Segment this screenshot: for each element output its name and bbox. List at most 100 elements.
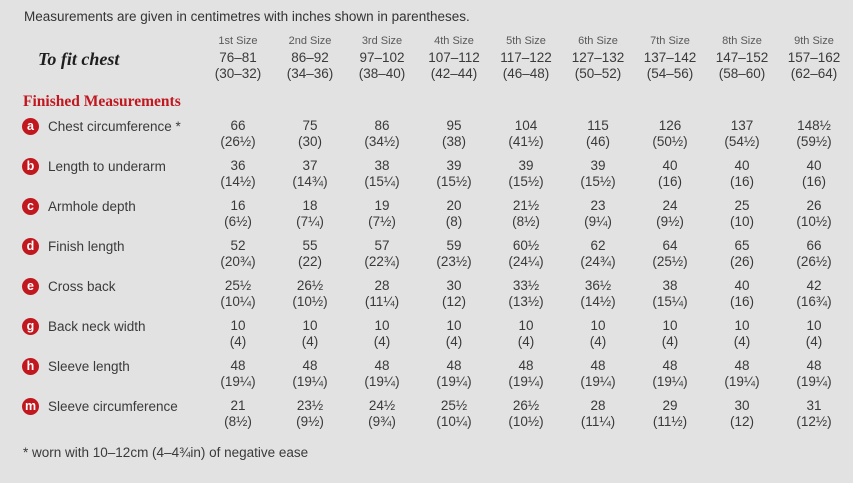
measurement-cell: 60½ (24¼) [490, 238, 562, 270]
value-inches: (13½) [508, 294, 544, 309]
value-inches: (26½) [220, 134, 256, 149]
measurement-cell: 31 (12½) [778, 398, 850, 430]
value-inches: (8½) [512, 214, 540, 229]
value-inches: (58–60) [718, 66, 766, 81]
value-inches: (16) [729, 294, 754, 309]
value-cm: 48 [590, 358, 606, 373]
value-cm: 57 [374, 238, 390, 253]
value-inches: (9½) [656, 214, 684, 229]
row-label: Sleeve circumference [48, 399, 178, 414]
value-cm: 52 [230, 238, 246, 253]
measurement-cell: 48 (19¼) [418, 358, 490, 390]
value-cm: 48 [662, 358, 678, 373]
measurement-rows: a Chest circumference * 66 (26½) 75 (30) 86(… [22, 118, 853, 430]
measurement-cell: 26 (10½) [778, 198, 850, 230]
value-inches: (19¼) [220, 374, 256, 389]
measurement-cell: 19 (7½) [346, 198, 418, 230]
value-inches: (15½) [436, 174, 472, 189]
measurement-cell: 48 (19¼) [634, 358, 706, 390]
value-cm: 40 [734, 278, 750, 293]
value-cm: 38 [374, 158, 390, 173]
row-label-cell: c Armhole depth [22, 198, 202, 215]
value-inches: (10¼) [220, 294, 256, 309]
value-cm: 40 [806, 158, 822, 173]
value-cm: 26 [806, 198, 822, 213]
size-chart-page: Measurements are given in centimetres wi… [22, 9, 853, 460]
intro-text: Measurements are given in centimetres wi… [24, 9, 470, 24]
value-cm: 20 [446, 198, 462, 213]
value-cm: 18 [302, 198, 318, 213]
value-cm: 10 [662, 318, 678, 333]
value-cm: 157–162 [787, 50, 841, 65]
value-cm: 48 [302, 358, 318, 373]
measurement-cell: 29 (11½) [634, 398, 706, 430]
measurement-cell: 107–112 (42–44) [418, 50, 490, 82]
value-inches: (4) [733, 334, 751, 349]
measurement-cell: 157–162 (62–64) [778, 50, 850, 82]
value-inches: (16) [729, 174, 754, 189]
measurement-cell: 39 (15½) [490, 158, 562, 190]
measurement-cell: 66 (26½) [202, 118, 274, 150]
value-cm: 26½ [296, 278, 324, 293]
value-inches: (15¼) [652, 294, 688, 309]
measurement-cell: 57 (22¾) [346, 238, 418, 270]
measurement-cell: 48 (19¼) [778, 358, 850, 390]
value-cm: 10 [734, 318, 750, 333]
value-inches: (10¼) [436, 414, 472, 429]
measurement-cell: 21½ (8½) [490, 198, 562, 230]
value-cm: 104 [514, 118, 538, 133]
value-cm: 117–122 [500, 50, 552, 65]
value-cm: 126 [658, 118, 682, 133]
value-cm: 10 [446, 318, 462, 333]
value-inches: (19¼) [652, 374, 688, 389]
measurement-cell: 38 (15¼) [346, 158, 418, 190]
measurement-cell: 64 (25½) [634, 238, 706, 270]
row-letter-badge: e [22, 278, 39, 295]
value-inches: (22¾) [364, 254, 400, 269]
measurement-cell: 62 (24¾) [562, 238, 634, 270]
value-cm: 48 [374, 358, 390, 373]
value-inches: (15½) [580, 174, 616, 189]
value-cm: 23 [590, 198, 606, 213]
row-label-cell: a Chest circumference * [22, 118, 202, 135]
measurement-cell: 16 (6½) [202, 198, 274, 230]
row-label: Sleeve length [48, 359, 130, 374]
value-cm: 48 [518, 358, 534, 373]
measurement-cell: 23 (9¼) [562, 198, 634, 230]
measurement-cell: 10 (4) [274, 318, 346, 350]
value-cm: 25½ [440, 398, 468, 413]
value-cm: 115 [587, 118, 609, 133]
row-label: Length to underarm [48, 159, 166, 174]
measurement-cell: 86–92 (34–36) [274, 50, 346, 82]
measurement-cell: 97–102 (38–40) [346, 50, 418, 82]
value-cm: 40 [734, 158, 750, 173]
value-cm: 37 [302, 158, 318, 173]
measurement-cell: 40 (16) [706, 278, 778, 310]
value-inches: (10½) [508, 414, 544, 429]
measurement-cell: 39 (15½) [562, 158, 634, 190]
measurement-cell: 95 (38) [418, 118, 490, 150]
value-inches: (11¼) [580, 414, 616, 429]
measurement-cell: 148½ (59½) [778, 118, 850, 150]
measurement-row: c Armhole depth 16 (6½) 18 (7¼) 19 (7½) 20 (8) 2… [22, 198, 853, 230]
value-inches: (12) [729, 414, 754, 429]
measurement-row: m Sleeve circumference 21 (8½) 23½ (9½) 24½(… [22, 398, 853, 430]
value-cm: 48 [734, 358, 750, 373]
size-header: 9th Size [794, 35, 834, 47]
value-cm: 10 [230, 318, 246, 333]
row-letter-badge: g [22, 318, 39, 335]
measurement-cell: 25½ (10¼) [202, 278, 274, 310]
size-header: 8th Size [722, 35, 762, 47]
value-cm: 107–112 [428, 50, 480, 65]
measurement-cell: 48 (19¼) [706, 358, 778, 390]
value-inches: (19¼) [580, 374, 616, 389]
value-inches: (6½) [224, 214, 252, 229]
value-cm: 86–92 [291, 50, 329, 65]
value-inches: (34–36) [286, 66, 334, 81]
measurement-cell: 76–81 (30–32) [202, 50, 274, 82]
measurement-cell: 147–152 (58–60) [706, 50, 778, 82]
measurement-cell: 117–122 (46–48) [490, 50, 562, 82]
value-cm: 40 [662, 158, 678, 173]
row-letter-badge: h [22, 358, 39, 375]
value-inches: (22) [297, 254, 322, 269]
